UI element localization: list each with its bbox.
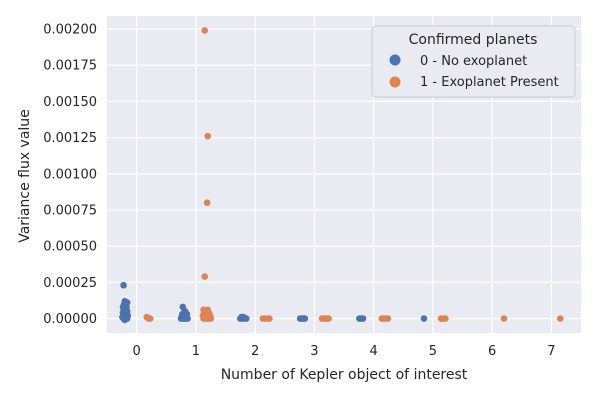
x-axis-label: Number of Kepler object of interest [221,367,468,383]
exoplanet-point [266,315,273,322]
x-tick-label: 0 [132,344,140,359]
legend: Confirmed planets 0 - No exoplanet 1 - E… [371,25,576,98]
y-tick-label: 0.00125 [43,131,97,146]
no-exoplanet-point [301,315,309,322]
x-tick-label: 6 [488,344,496,359]
no-exoplanet-point [359,315,367,322]
exoplanet-point [205,315,213,322]
exoplanet-point [384,315,392,322]
x-tick-label: 3 [310,344,318,359]
no-exoplanet-point [184,315,191,322]
y-tick-label: 0.00100 [43,167,97,182]
y-tick-label: 0.00075 [43,203,97,218]
legend-marker-no-exoplanet [389,54,401,66]
y-tick-label: 0.00175 [43,59,97,74]
no-exoplanet-point [420,315,428,322]
y-axis-label: Variance flux value [17,109,33,243]
legend-title: Confirmed planets [409,32,538,48]
x-tick-label: 2 [251,344,259,359]
exoplanet-point [325,315,332,322]
grid [107,16,581,333]
y-tick-label: 0.00025 [43,276,97,291]
exoplanet-point [203,199,211,207]
x-tick-label: 4 [369,344,377,359]
y-tick-label: 0.00050 [43,240,97,255]
y-tick-label: 0.00150 [43,95,97,110]
no-exoplanet-point [120,281,127,289]
exoplanet-point [556,315,564,322]
no-exoplanet-point [242,315,250,322]
exoplanet-point [200,315,207,322]
x-tick-label: 7 [547,344,555,359]
exoplanet-point [201,273,209,280]
y-tick-label: 0.00000 [43,312,97,327]
exoplanet-point [201,27,209,34]
no-exoplanet-point [122,315,130,322]
exoplanet-point [500,315,508,322]
no-exoplanet-point [177,315,185,322]
exoplanet-point [442,315,449,322]
x-tick-labels: 0 1 2 3 4 5 6 7 [132,344,555,359]
y-tick-label: 0.00200 [43,23,97,38]
data-points [119,27,564,324]
legend-label-exoplanet: 1 - Exoplanet Present [420,75,559,90]
x-tick-label: 5 [429,344,437,359]
x-tick-label: 1 [192,344,200,359]
y-tick-labels: 0.00000 0.00025 0.00050 0.00075 0.00100 0.001… [43,23,97,327]
exoplanet-point [146,315,154,322]
legend-label-no-exoplanet: 0 - No exoplanet [420,54,527,69]
legend-marker-exoplanet [389,76,401,88]
exoplanet-point [204,132,212,140]
legend-box [371,25,576,98]
